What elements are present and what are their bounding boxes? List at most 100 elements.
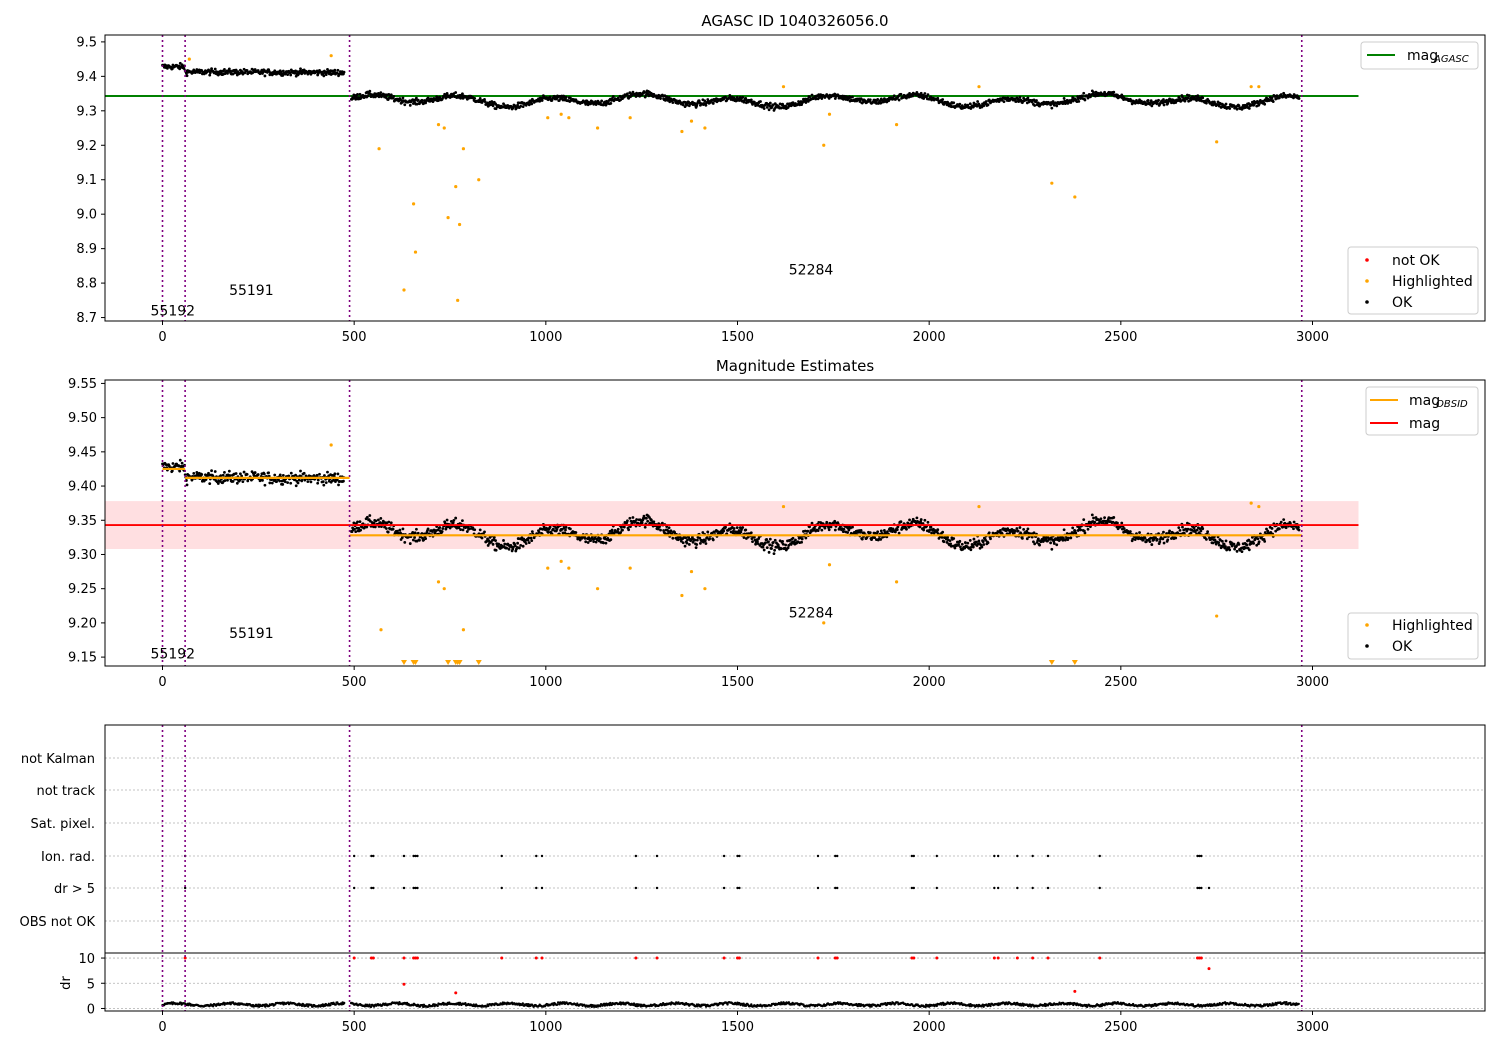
flag-label: not Kalman — [21, 752, 95, 767]
flag-event-ion — [1031, 854, 1034, 858]
ok-point — [386, 530, 390, 534]
ok-point — [974, 540, 978, 544]
ok-point — [1122, 527, 1126, 530]
ok-point — [365, 515, 369, 519]
highlighted-point — [628, 116, 632, 120]
ok-point — [1025, 537, 1029, 541]
flag-event-ion — [370, 854, 373, 858]
ok-point — [1038, 543, 1041, 547]
ok-point — [631, 516, 635, 519]
ok-point — [368, 514, 372, 517]
ok-point — [441, 527, 445, 530]
highlighted-point — [454, 185, 458, 189]
ok-point — [223, 479, 227, 482]
flag-event-dr — [634, 886, 638, 890]
ok-point — [219, 474, 223, 478]
ok-point — [1275, 94, 1279, 98]
ok-point — [403, 540, 407, 544]
ok-point — [1155, 101, 1159, 105]
ok-point — [998, 528, 1002, 532]
ok-point — [401, 527, 405, 531]
ok-point — [192, 471, 196, 475]
ok-point — [804, 536, 808, 540]
ok-point — [234, 68, 238, 72]
ok-point — [724, 525, 727, 529]
ok-point — [324, 481, 328, 485]
ok-point — [263, 483, 267, 487]
ok-point — [841, 530, 845, 534]
ok-point — [847, 528, 851, 532]
ok-point — [741, 526, 745, 529]
ok-point — [527, 536, 531, 540]
ok-point — [966, 103, 970, 107]
flag-event-ion — [634, 854, 638, 858]
ok-point — [684, 536, 688, 540]
ok-point — [1066, 536, 1070, 540]
ok-point — [833, 528, 837, 532]
highlighted-point — [822, 621, 826, 625]
ok-point — [273, 473, 277, 477]
flag-event-ion — [1198, 854, 1201, 858]
ok-point — [503, 542, 507, 546]
ok-point — [1224, 539, 1228, 543]
highlighted-point — [1249, 501, 1253, 505]
ok-point — [1277, 96, 1281, 100]
ok-point — [645, 516, 648, 520]
ok-point — [1036, 537, 1040, 541]
ok-point — [1162, 530, 1165, 534]
ok-point — [851, 95, 854, 99]
ok-point — [887, 99, 891, 103]
dr-ok-point — [870, 1005, 873, 1008]
ok-point — [358, 92, 362, 96]
ok-point — [732, 527, 736, 530]
highlighted-point — [689, 119, 694, 123]
obsid-label: 55192 — [151, 647, 196, 663]
panel1-frame — [104, 34, 1486, 322]
ok-point — [418, 538, 421, 542]
offscale-markers — [401, 660, 1078, 665]
ok-point — [1270, 527, 1274, 530]
dr-ok-point — [744, 1004, 748, 1008]
flag-event-ion — [1046, 854, 1050, 858]
ok-point — [1174, 536, 1178, 540]
ok-point — [1052, 542, 1056, 545]
ok-point — [326, 470, 329, 474]
dr-ok-point — [436, 1004, 439, 1008]
ok-point — [827, 528, 831, 532]
ok-point — [400, 536, 404, 540]
ok-point — [695, 104, 699, 108]
ok-point — [756, 542, 760, 546]
ok-point — [568, 527, 572, 531]
panel0-y-tick-label: 8.8 — [76, 277, 97, 292]
offscale-marker — [1071, 660, 1078, 665]
offscale-marker — [456, 660, 463, 665]
ok-point — [293, 478, 297, 482]
ok-point — [376, 518, 380, 522]
ok-point — [1198, 527, 1202, 531]
ok-point — [667, 95, 671, 99]
obsid-label: 55191 — [229, 283, 274, 299]
ok-point — [210, 469, 213, 473]
ok-point — [516, 103, 520, 107]
ok-point — [942, 540, 946, 544]
ok-point — [918, 525, 922, 529]
ok-point — [389, 93, 393, 97]
ok-point — [1128, 530, 1132, 533]
ok-point — [213, 67, 217, 71]
ok-point — [289, 73, 293, 77]
ok-point — [454, 516, 458, 520]
ok-point — [216, 482, 220, 485]
highlighted-point — [595, 126, 600, 130]
dr-ok-point — [599, 1004, 602, 1008]
panel0-y-tick-label: 9.2 — [76, 139, 97, 154]
ok-point — [958, 539, 962, 543]
panel0-x-tick-label: 1500 — [721, 330, 754, 345]
ok-point — [1221, 545, 1225, 548]
obsid-label: 52284 — [789, 606, 834, 622]
ok-point — [1186, 96, 1190, 100]
ok-point — [306, 480, 310, 484]
panel1-x-tick-label: 3000 — [1296, 675, 1329, 690]
mag-obsid-lines — [162, 467, 1302, 537]
ok-point — [182, 67, 186, 70]
flag-event-dr — [1098, 886, 1101, 890]
